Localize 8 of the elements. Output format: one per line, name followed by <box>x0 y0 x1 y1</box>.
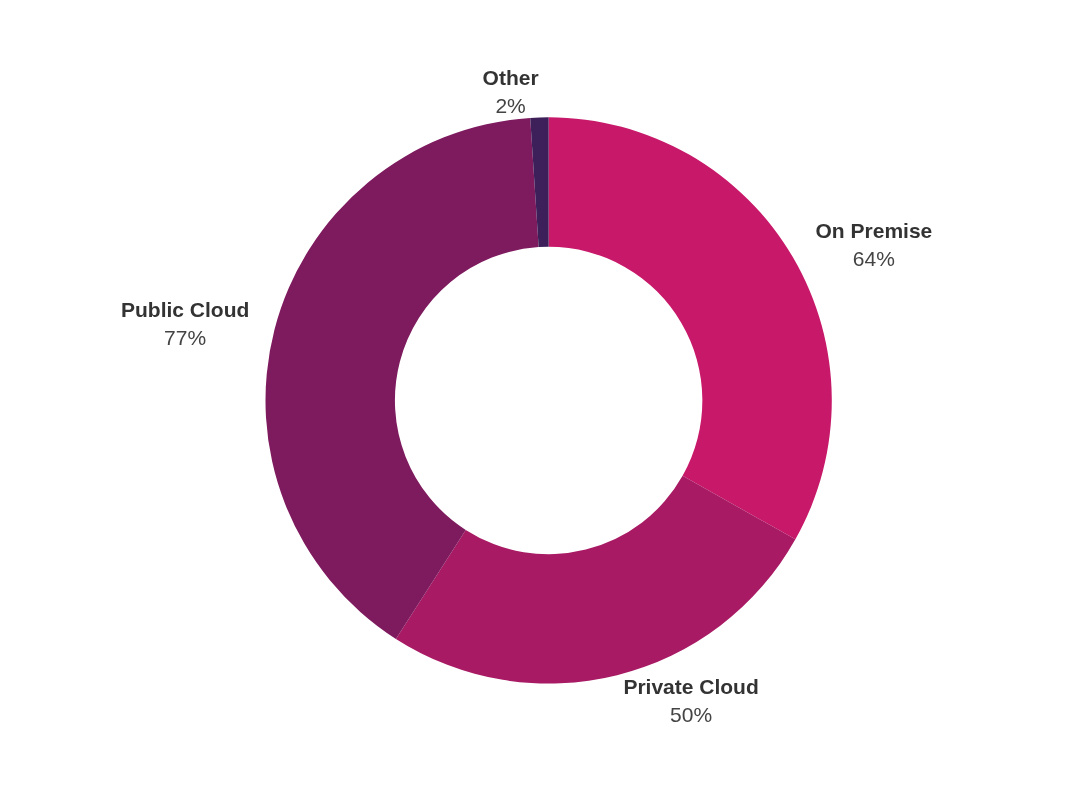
data-label: 77% <box>164 325 207 349</box>
slice-label: Public Cloud <box>120 297 250 321</box>
data-label: 2% <box>495 93 526 117</box>
slice-label: On Premise <box>815 218 933 242</box>
slice-label: Other <box>482 65 539 89</box>
data-label: 64% <box>852 246 895 270</box>
slice-label: Private Cloud <box>623 674 759 698</box>
data-label: 50% <box>670 702 713 726</box>
